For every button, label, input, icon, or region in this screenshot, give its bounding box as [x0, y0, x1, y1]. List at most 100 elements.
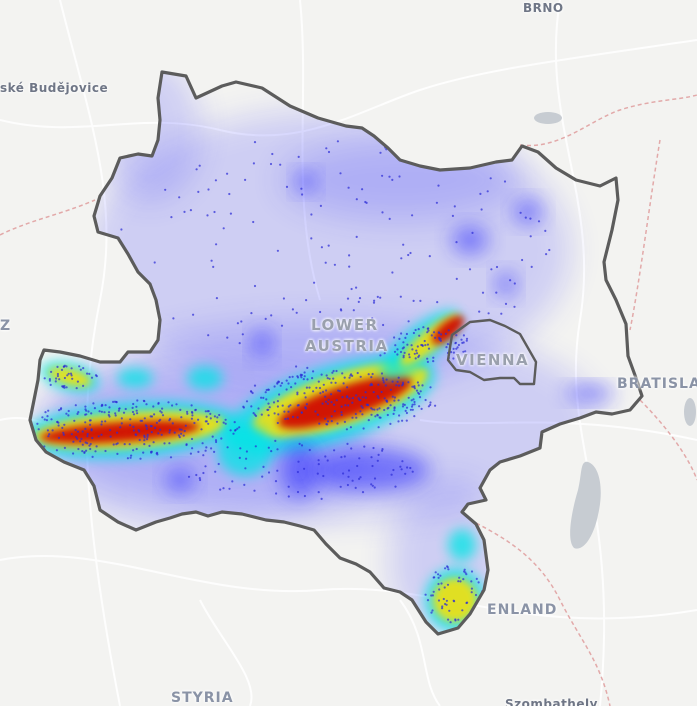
data-point [373, 477, 377, 480]
data-point [150, 450, 153, 453]
data-point [306, 366, 309, 369]
data-point [79, 440, 82, 443]
data-point [377, 426, 380, 429]
data-point [414, 357, 417, 360]
data-point [79, 368, 82, 371]
data-point [418, 354, 421, 357]
data-point [338, 390, 341, 393]
data-point [270, 450, 273, 453]
data-point [215, 243, 218, 246]
data-point [224, 422, 227, 425]
data-point [155, 421, 158, 424]
data-point [262, 396, 265, 399]
data-point [324, 417, 327, 420]
data-point [383, 352, 386, 355]
data-point [346, 442, 349, 445]
data-point [387, 406, 390, 409]
data-point [109, 429, 112, 432]
data-point [384, 384, 387, 387]
data-point [276, 249, 279, 252]
data-point [100, 423, 103, 426]
data-point [135, 405, 138, 408]
data-point [349, 426, 352, 429]
data-point [333, 346, 336, 349]
data-point [404, 472, 407, 475]
data-point [120, 422, 123, 425]
data-point [328, 377, 331, 380]
data-point [81, 443, 84, 446]
data-point [189, 209, 192, 212]
data-point [445, 346, 448, 349]
data-point [397, 384, 401, 387]
data-point [370, 383, 374, 387]
data-point [280, 382, 284, 385]
data-point [214, 179, 217, 182]
data-point [308, 386, 311, 389]
heat-blob [166, 468, 194, 492]
data-point [370, 413, 373, 416]
data-point [437, 331, 440, 334]
data-point [348, 397, 351, 400]
data-point [274, 439, 277, 442]
data-point [198, 477, 201, 480]
data-point [392, 468, 395, 472]
data-point [276, 400, 279, 403]
data-point [380, 390, 383, 394]
label-lower: LOWER [311, 316, 379, 334]
data-point [122, 411, 126, 414]
data-point [91, 436, 94, 440]
data-point [56, 372, 60, 376]
data-point [70, 433, 73, 436]
data-point [279, 163, 282, 166]
data-point [187, 475, 191, 478]
data-point [269, 162, 273, 166]
data-point [271, 152, 274, 156]
data-point [440, 333, 443, 336]
data-point [340, 405, 343, 408]
data-point [291, 375, 294, 378]
data-point [123, 443, 126, 446]
data-point [199, 478, 202, 482]
data-point [65, 412, 68, 415]
data-point [418, 396, 422, 399]
data-point [169, 456, 173, 459]
data-point [465, 573, 468, 576]
data-point [385, 378, 388, 381]
data-point [411, 470, 414, 473]
data-point [456, 346, 459, 349]
data-point [287, 410, 290, 413]
data-point [129, 456, 132, 459]
data-point [346, 297, 350, 300]
data-point [487, 312, 490, 315]
data-point [354, 486, 357, 489]
data-point [224, 418, 227, 421]
data-point [161, 414, 165, 417]
data-point [257, 407, 260, 410]
data-point [395, 384, 398, 387]
data-point [401, 460, 404, 463]
data-point [132, 413, 136, 416]
data-point [272, 401, 276, 404]
label-vienna: VIENNA [456, 351, 530, 369]
data-point [197, 190, 200, 193]
data-point [157, 402, 160, 405]
data-point [364, 200, 367, 204]
data-point [381, 174, 384, 177]
data-point [63, 364, 66, 367]
data-point [325, 389, 328, 392]
data-point [414, 328, 417, 332]
data-point [376, 414, 379, 417]
data-point [300, 444, 304, 447]
data-point [330, 420, 333, 423]
data-point [410, 344, 413, 347]
data-point [346, 483, 349, 487]
data-point [180, 432, 183, 435]
data-point [78, 365, 81, 368]
data-point [402, 341, 405, 344]
lower-austria-border [28, 70, 644, 636]
data-point [377, 396, 380, 399]
heat-blob [310, 448, 430, 492]
data-point [379, 296, 382, 299]
data-point [354, 412, 357, 416]
